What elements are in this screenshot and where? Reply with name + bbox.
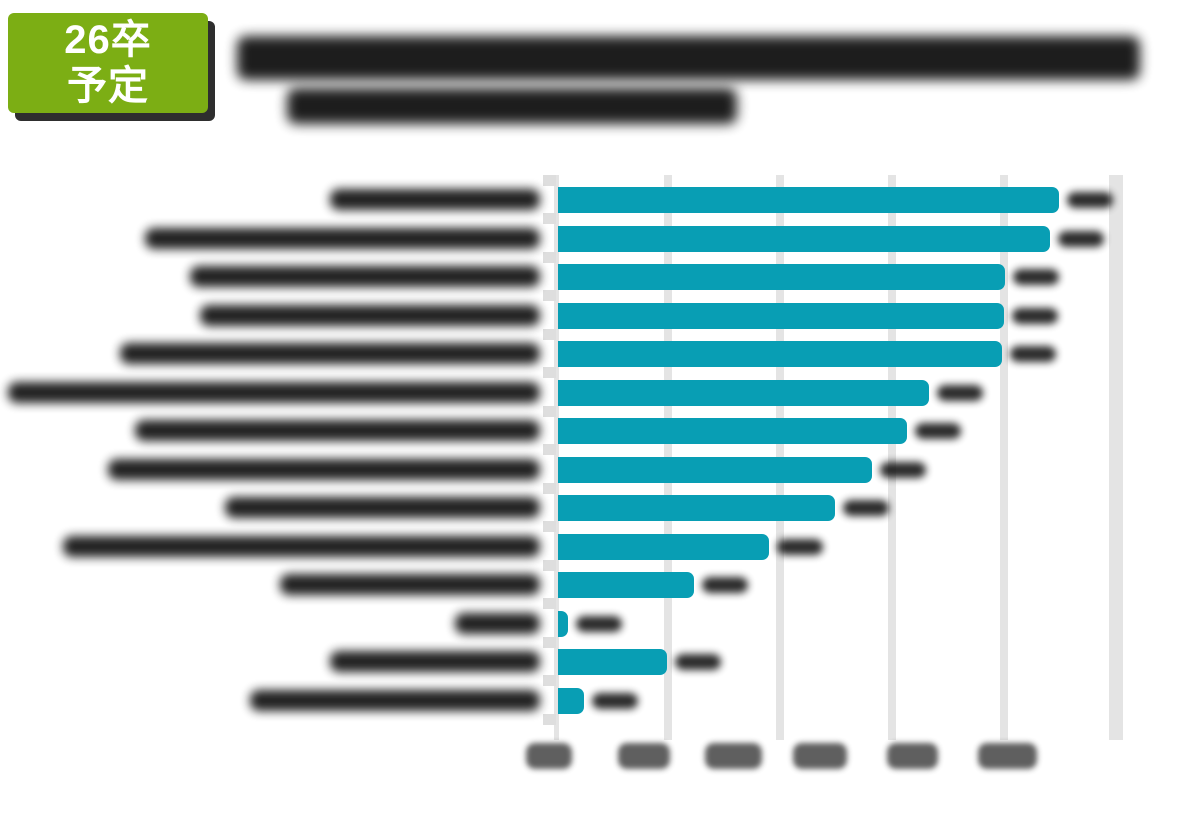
x-tick-label-redacted bbox=[618, 743, 670, 769]
y-axis-tick bbox=[543, 174, 556, 186]
bar bbox=[558, 418, 907, 444]
bar-value-label-redacted bbox=[915, 423, 961, 439]
x-tick-label-redacted bbox=[886, 743, 938, 769]
y-axis-line bbox=[553, 175, 559, 740]
category-label-redacted bbox=[330, 651, 540, 672]
category-label-redacted bbox=[455, 612, 540, 634]
bar bbox=[558, 379, 929, 406]
x-tick-label-redacted bbox=[793, 743, 847, 769]
y-axis-tick bbox=[543, 675, 556, 686]
y-axis-tick bbox=[543, 559, 556, 571]
x-tick-label-redacted bbox=[526, 743, 572, 769]
y-axis-tick bbox=[543, 713, 556, 725]
category-label-redacted bbox=[145, 227, 540, 249]
grad-year-badge: 26卒 予定 bbox=[8, 13, 208, 113]
y-axis-tick bbox=[543, 521, 556, 532]
bar-value-label-redacted bbox=[1012, 307, 1058, 324]
bar bbox=[558, 687, 584, 714]
bar-value-label-redacted bbox=[937, 384, 983, 401]
category-label-redacted bbox=[108, 458, 540, 480]
y-axis-tick bbox=[543, 444, 556, 455]
category-label-redacted bbox=[200, 304, 540, 326]
y-axis-tick bbox=[543, 290, 556, 301]
gridline-60pct bbox=[888, 175, 896, 740]
bar bbox=[558, 187, 1059, 213]
bar-value-label-redacted bbox=[777, 538, 823, 555]
bar bbox=[558, 225, 1050, 252]
y-axis-tick bbox=[543, 598, 556, 609]
bar bbox=[558, 533, 769, 560]
category-label-redacted bbox=[225, 497, 540, 518]
gridline-80pct bbox=[1000, 175, 1008, 740]
bar-value-label-redacted bbox=[576, 615, 622, 632]
x-tick-label-redacted bbox=[704, 743, 762, 769]
bar-value-label-redacted bbox=[1013, 269, 1059, 285]
bar bbox=[558, 649, 667, 675]
y-axis-tick bbox=[543, 367, 556, 378]
category-label-redacted bbox=[280, 574, 540, 595]
y-axis-tick bbox=[543, 636, 556, 648]
badge-line2: 予定 bbox=[67, 64, 149, 108]
category-label-redacted bbox=[190, 266, 540, 287]
y-axis-tick bbox=[543, 482, 556, 494]
y-axis-tick bbox=[543, 251, 556, 263]
category-label-redacted bbox=[120, 343, 540, 364]
bar-value-label-redacted bbox=[1058, 230, 1104, 247]
x-tick-label-redacted bbox=[977, 743, 1037, 769]
bar-value-label-redacted bbox=[592, 692, 638, 709]
bar bbox=[558, 610, 568, 637]
bar bbox=[558, 341, 1002, 367]
bar-value-label-redacted bbox=[880, 461, 926, 478]
category-label-redacted bbox=[250, 689, 540, 711]
category-label-redacted bbox=[63, 535, 540, 557]
bar-value-label-redacted bbox=[702, 577, 748, 593]
y-axis-tick bbox=[543, 328, 556, 340]
bar bbox=[558, 572, 694, 598]
bar bbox=[558, 264, 1005, 290]
bar bbox=[558, 302, 1004, 329]
bar-value-label-redacted bbox=[1067, 192, 1113, 208]
category-label-redacted bbox=[135, 420, 540, 441]
bar bbox=[558, 495, 835, 521]
category-label-redacted bbox=[8, 381, 540, 403]
bar-value-label-redacted bbox=[1010, 346, 1056, 362]
bar bbox=[558, 456, 872, 483]
y-axis-tick bbox=[543, 213, 556, 224]
badge-line1: 26卒 bbox=[64, 18, 152, 62]
bar-value-label-redacted bbox=[675, 654, 721, 670]
bar-value-label-redacted bbox=[843, 500, 889, 516]
title-line-2-redacted bbox=[287, 88, 737, 124]
category-label-redacted bbox=[330, 189, 540, 210]
title-line-1-redacted bbox=[237, 36, 1140, 80]
y-axis-tick bbox=[543, 405, 556, 417]
gridline-100pct bbox=[1109, 175, 1123, 740]
